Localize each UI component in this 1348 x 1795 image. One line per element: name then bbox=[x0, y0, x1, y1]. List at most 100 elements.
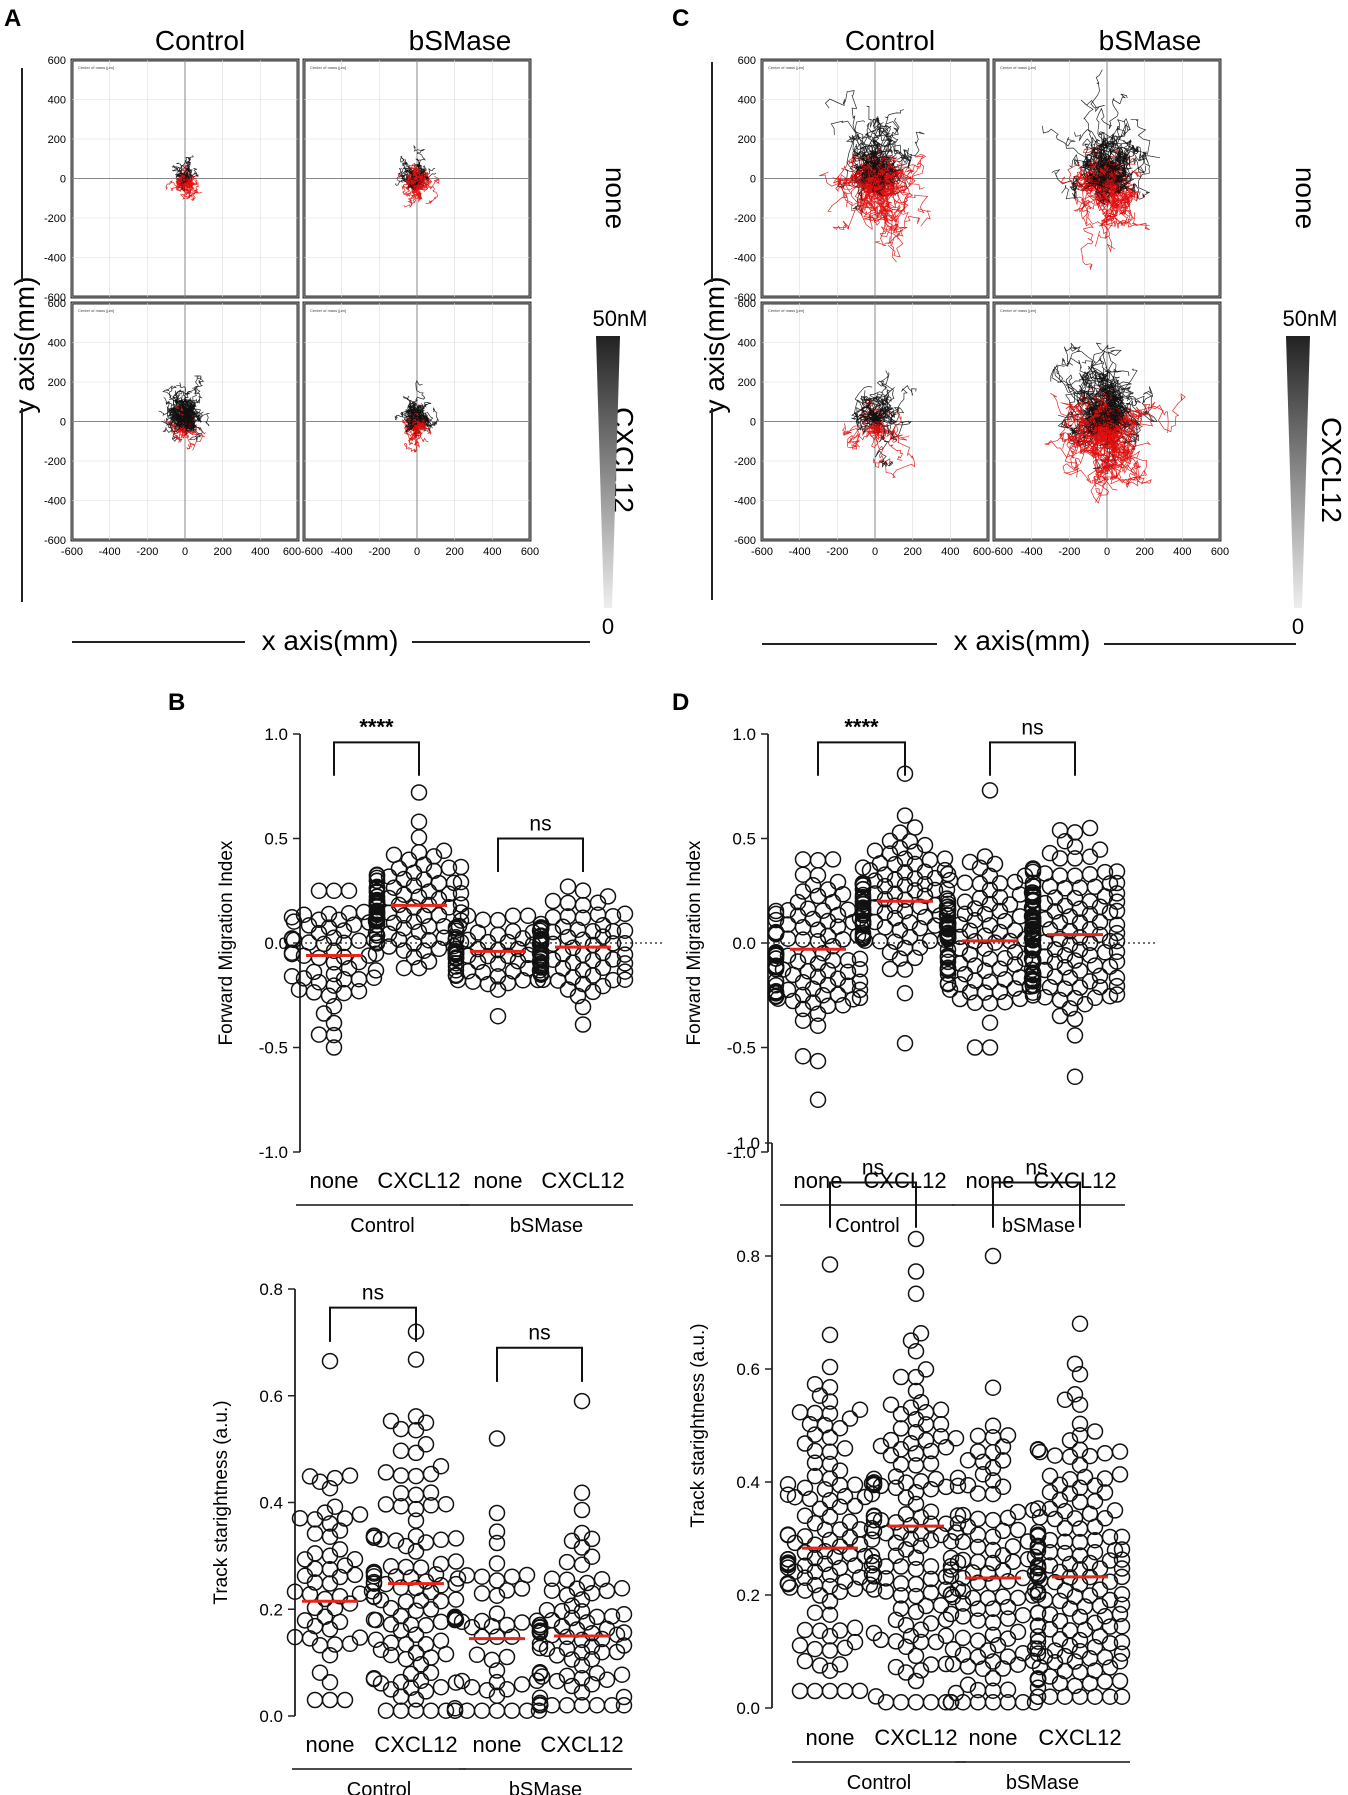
data-point bbox=[1091, 978, 1109, 996]
x-tick-label: -400 bbox=[99, 546, 121, 558]
data-point bbox=[854, 924, 872, 942]
track-red bbox=[874, 169, 911, 247]
data-point bbox=[368, 878, 386, 896]
data-point bbox=[831, 1419, 849, 1437]
y-tick-label: 1.0 bbox=[264, 725, 288, 744]
track-black bbox=[1100, 158, 1125, 179]
data-point bbox=[584, 983, 602, 1001]
data-point bbox=[907, 1230, 925, 1248]
data-point bbox=[984, 1669, 1002, 1687]
data-point bbox=[961, 853, 979, 871]
y-tick-label: 1.0 bbox=[736, 1134, 760, 1153]
data-point bbox=[922, 1558, 940, 1575]
significance-label: ns bbox=[528, 1322, 550, 1345]
x-tick-label: -400 bbox=[1021, 546, 1043, 558]
data-point bbox=[351, 1629, 369, 1646]
data-point bbox=[892, 1441, 910, 1458]
track-red bbox=[416, 175, 441, 188]
data-point bbox=[942, 1605, 960, 1623]
data-point bbox=[615, 1697, 633, 1714]
data-point bbox=[473, 1702, 491, 1719]
data-point bbox=[1101, 1618, 1119, 1635]
data-point bbox=[836, 1440, 854, 1457]
data-point bbox=[1061, 1555, 1079, 1573]
data-point bbox=[558, 1571, 576, 1588]
data-point bbox=[794, 1048, 812, 1065]
data-point bbox=[306, 1511, 324, 1528]
data-point bbox=[513, 1614, 531, 1631]
track-red bbox=[874, 420, 904, 461]
track-black bbox=[865, 402, 880, 422]
data-point bbox=[488, 1523, 506, 1540]
data-point bbox=[392, 1702, 410, 1719]
data-point bbox=[1009, 1623, 1027, 1641]
track-red bbox=[165, 176, 186, 190]
data-point bbox=[603, 1608, 621, 1625]
track-subplot-bsmase-cxcl12: Center of mass [µm] -600 -400 -200 0 200 400 60… bbox=[991, 301, 1229, 558]
data-point bbox=[1108, 916, 1126, 934]
data-point bbox=[1101, 1573, 1119, 1591]
data-point bbox=[325, 882, 343, 900]
x-tick-label: 400 bbox=[1173, 546, 1191, 558]
data-point bbox=[459, 907, 477, 925]
data-point bbox=[410, 829, 428, 846]
track-red bbox=[1087, 421, 1116, 455]
data-point bbox=[325, 998, 343, 1015]
data-point bbox=[583, 1530, 601, 1548]
data-point bbox=[310, 974, 328, 991]
data-point bbox=[927, 1470, 945, 1488]
cxcl12-gradient-wedge bbox=[1286, 336, 1310, 608]
data-point bbox=[896, 864, 914, 881]
data-point bbox=[824, 851, 842, 868]
data-point bbox=[954, 1533, 972, 1551]
data-point bbox=[1101, 1528, 1119, 1546]
data-point bbox=[1036, 989, 1054, 1006]
data-point bbox=[999, 1598, 1017, 1616]
y-tick-label: 400 bbox=[48, 338, 66, 350]
data-point bbox=[986, 855, 1004, 873]
data-point bbox=[804, 877, 822, 894]
data-point bbox=[896, 984, 914, 1002]
data-point bbox=[942, 1549, 960, 1567]
track-red bbox=[1094, 173, 1137, 207]
data-point bbox=[1056, 947, 1074, 964]
data-point bbox=[310, 911, 328, 929]
x-axis-label: x axis(mm) bbox=[262, 625, 399, 656]
data-point bbox=[1041, 1483, 1059, 1501]
data-point bbox=[410, 923, 428, 941]
data-point bbox=[336, 1510, 354, 1527]
data-point bbox=[365, 1563, 383, 1581]
data-point bbox=[916, 887, 934, 904]
y-tick-label: 0 bbox=[750, 417, 756, 429]
data-point bbox=[1061, 1448, 1079, 1465]
data-point bbox=[969, 1427, 987, 1445]
data-point bbox=[488, 1572, 506, 1589]
data-point bbox=[994, 1452, 1012, 1469]
data-point bbox=[392, 1688, 410, 1705]
significance-label: ns bbox=[1021, 716, 1043, 739]
track-black bbox=[852, 137, 885, 179]
data-point bbox=[1006, 956, 1024, 973]
data-point bbox=[1009, 1521, 1027, 1539]
track-red bbox=[868, 178, 909, 224]
data-point bbox=[300, 917, 318, 934]
y-tick-label: 0.8 bbox=[736, 1247, 760, 1266]
data-point bbox=[942, 1586, 960, 1603]
significance-label: ns bbox=[1025, 1157, 1047, 1180]
data-point bbox=[922, 1615, 940, 1632]
data-point bbox=[1071, 1366, 1089, 1383]
data-point bbox=[964, 1564, 982, 1581]
data-point bbox=[1029, 1679, 1047, 1696]
data-point bbox=[954, 1551, 972, 1569]
cxcl12-gradient-wedge bbox=[596, 336, 620, 608]
data-point bbox=[1113, 1585, 1131, 1603]
track-red bbox=[842, 178, 878, 216]
data-point bbox=[942, 1561, 960, 1578]
data-point bbox=[410, 844, 428, 861]
data-point bbox=[390, 931, 408, 948]
y-tick-label: 0.8 bbox=[259, 1280, 283, 1299]
data-point bbox=[937, 1478, 955, 1496]
data-point bbox=[558, 1697, 576, 1714]
data-point bbox=[488, 1555, 506, 1572]
data-point bbox=[907, 1342, 925, 1360]
